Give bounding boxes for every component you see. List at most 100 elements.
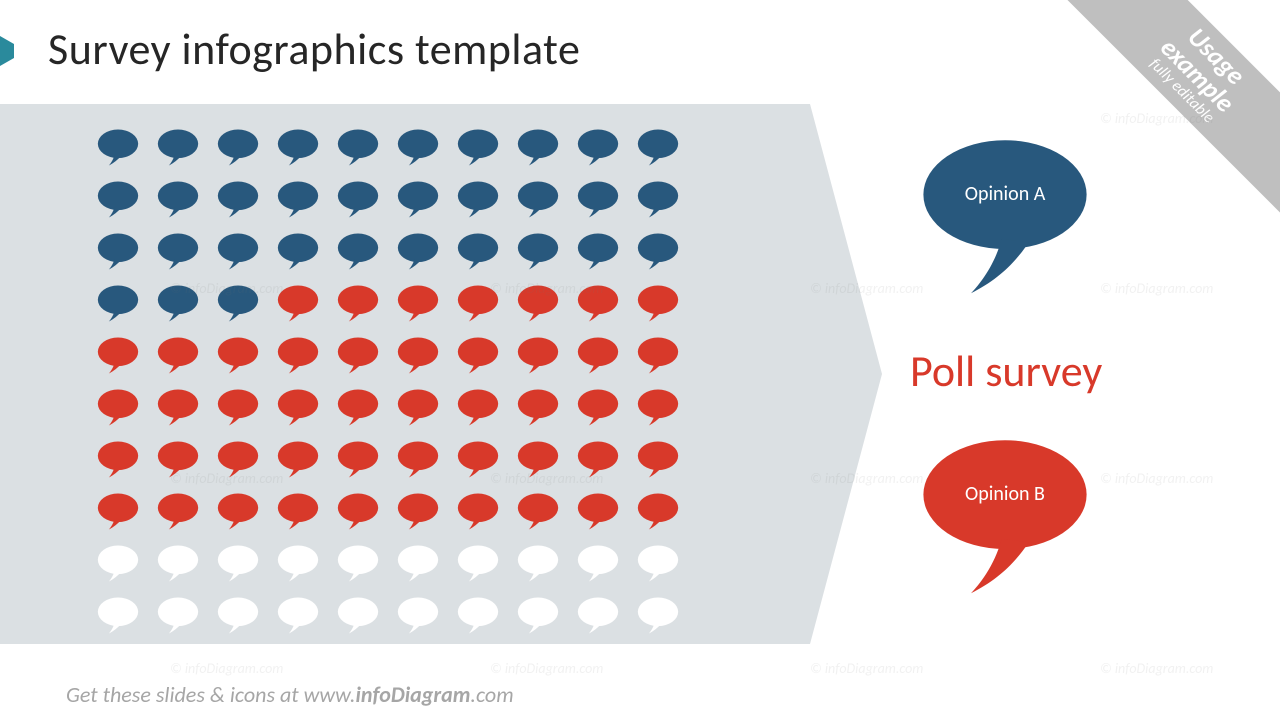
grid-cell-icon xyxy=(510,278,566,330)
grid-cell-icon xyxy=(630,174,686,226)
grid-cell-icon xyxy=(330,590,386,642)
grid-cell-icon xyxy=(510,382,566,434)
grid-cell-icon xyxy=(270,226,326,278)
grid-cell-icon xyxy=(570,330,626,382)
grid-cell-icon xyxy=(450,122,506,174)
footer-bold: infoDiagram xyxy=(355,681,470,708)
grid-cell-icon xyxy=(90,382,146,434)
grid-cell-icon xyxy=(390,122,446,174)
watermark-text: © infoDiagram.com xyxy=(810,660,923,677)
watermark-text: © infoDiagram.com xyxy=(1100,660,1213,677)
grid-cell-icon xyxy=(390,226,446,278)
grid-cell-icon xyxy=(150,382,206,434)
grid-cell-icon xyxy=(330,330,386,382)
grid-cell-icon xyxy=(510,590,566,642)
grid-cell-icon xyxy=(630,538,686,590)
grid-cell-icon xyxy=(270,486,326,538)
grid-cell-icon xyxy=(270,538,326,590)
grid-cell-icon xyxy=(570,174,626,226)
grid-cell-icon xyxy=(270,382,326,434)
grid-cell-icon xyxy=(150,278,206,330)
footer-prefix: Get these slides & icons at www. xyxy=(66,681,355,708)
grid-cell-icon xyxy=(510,486,566,538)
legend-opinion-a: Opinion A xyxy=(900,130,1110,300)
grid-cell-icon xyxy=(150,122,206,174)
footer-attribution: Get these slides & icons at www.infoDiag… xyxy=(66,681,514,708)
grid-cell-icon xyxy=(210,590,266,642)
grid-cell-icon xyxy=(150,434,206,486)
legend-opinion-b: Opinion B xyxy=(900,430,1110,600)
grid-cell-icon xyxy=(390,434,446,486)
grid-cell-icon xyxy=(570,382,626,434)
grid-cell-icon xyxy=(630,590,686,642)
edge-tab-icon xyxy=(0,36,14,66)
grid-cell-icon xyxy=(630,434,686,486)
grid-cell-icon xyxy=(570,434,626,486)
grid-cell-icon xyxy=(90,122,146,174)
grid-cell-icon xyxy=(450,486,506,538)
grid-cell-icon xyxy=(630,226,686,278)
grid-cell-icon xyxy=(570,538,626,590)
grid-cell-icon xyxy=(630,382,686,434)
arrow-panel-head xyxy=(810,104,882,644)
grid-cell-icon xyxy=(90,174,146,226)
grid-cell-icon xyxy=(90,538,146,590)
grid-cell-icon xyxy=(150,330,206,382)
grid-cell-icon xyxy=(630,330,686,382)
grid-cell-icon xyxy=(330,174,386,226)
grid-cell-icon xyxy=(270,278,326,330)
watermark-text: © infoDiagram.com xyxy=(1100,280,1213,297)
grid-cell-icon xyxy=(90,486,146,538)
grid-cell-icon xyxy=(450,382,506,434)
legend-a-label: Opinion A xyxy=(900,182,1110,206)
grid-cell-icon xyxy=(390,486,446,538)
grid-cell-icon xyxy=(330,226,386,278)
grid-cell-icon xyxy=(270,330,326,382)
grid-cell-icon xyxy=(630,278,686,330)
grid-cell-icon xyxy=(270,434,326,486)
grid-cell-icon xyxy=(450,538,506,590)
grid-cell-icon xyxy=(570,278,626,330)
grid-cell-icon xyxy=(150,486,206,538)
watermark-text: © infoDiagram.com xyxy=(1100,470,1213,487)
grid-cell-icon xyxy=(330,278,386,330)
grid-cell-icon xyxy=(630,122,686,174)
grid-cell-icon xyxy=(150,538,206,590)
grid-cell-icon xyxy=(450,278,506,330)
grid-cell-icon xyxy=(210,382,266,434)
grid-cell-icon xyxy=(510,122,566,174)
grid-cell-icon xyxy=(630,486,686,538)
poll-survey-text: Poll survey xyxy=(910,344,1102,398)
grid-cell-icon xyxy=(510,330,566,382)
page-title: Survey infographics template xyxy=(48,22,580,76)
legend-b-label: Opinion B xyxy=(900,482,1110,506)
grid-cell-icon xyxy=(90,590,146,642)
grid-cell-icon xyxy=(510,538,566,590)
grid-cell-icon xyxy=(450,226,506,278)
grid-cell-icon xyxy=(90,226,146,278)
grid-cell-icon xyxy=(390,382,446,434)
grid-cell-icon xyxy=(210,486,266,538)
grid-cell-icon xyxy=(330,486,386,538)
grid-cell-icon xyxy=(330,538,386,590)
grid-cell-icon xyxy=(270,174,326,226)
grid-cell-icon xyxy=(210,122,266,174)
grid-cell-icon xyxy=(450,590,506,642)
grid-cell-icon xyxy=(570,590,626,642)
grid-cell-icon xyxy=(390,538,446,590)
grid-cell-icon xyxy=(270,122,326,174)
grid-cell-icon xyxy=(150,174,206,226)
grid-cell-icon xyxy=(210,226,266,278)
icon-grid xyxy=(90,122,686,642)
grid-cell-icon xyxy=(150,226,206,278)
grid-cell-icon xyxy=(450,434,506,486)
grid-cell-icon xyxy=(330,122,386,174)
grid-cell-icon xyxy=(510,434,566,486)
grid-cell-icon xyxy=(210,278,266,330)
grid-cell-icon xyxy=(510,226,566,278)
grid-cell-icon xyxy=(90,330,146,382)
watermark-text: © infoDiagram.com xyxy=(170,660,283,677)
grid-cell-icon xyxy=(210,330,266,382)
grid-cell-icon xyxy=(390,278,446,330)
grid-cell-icon xyxy=(390,174,446,226)
